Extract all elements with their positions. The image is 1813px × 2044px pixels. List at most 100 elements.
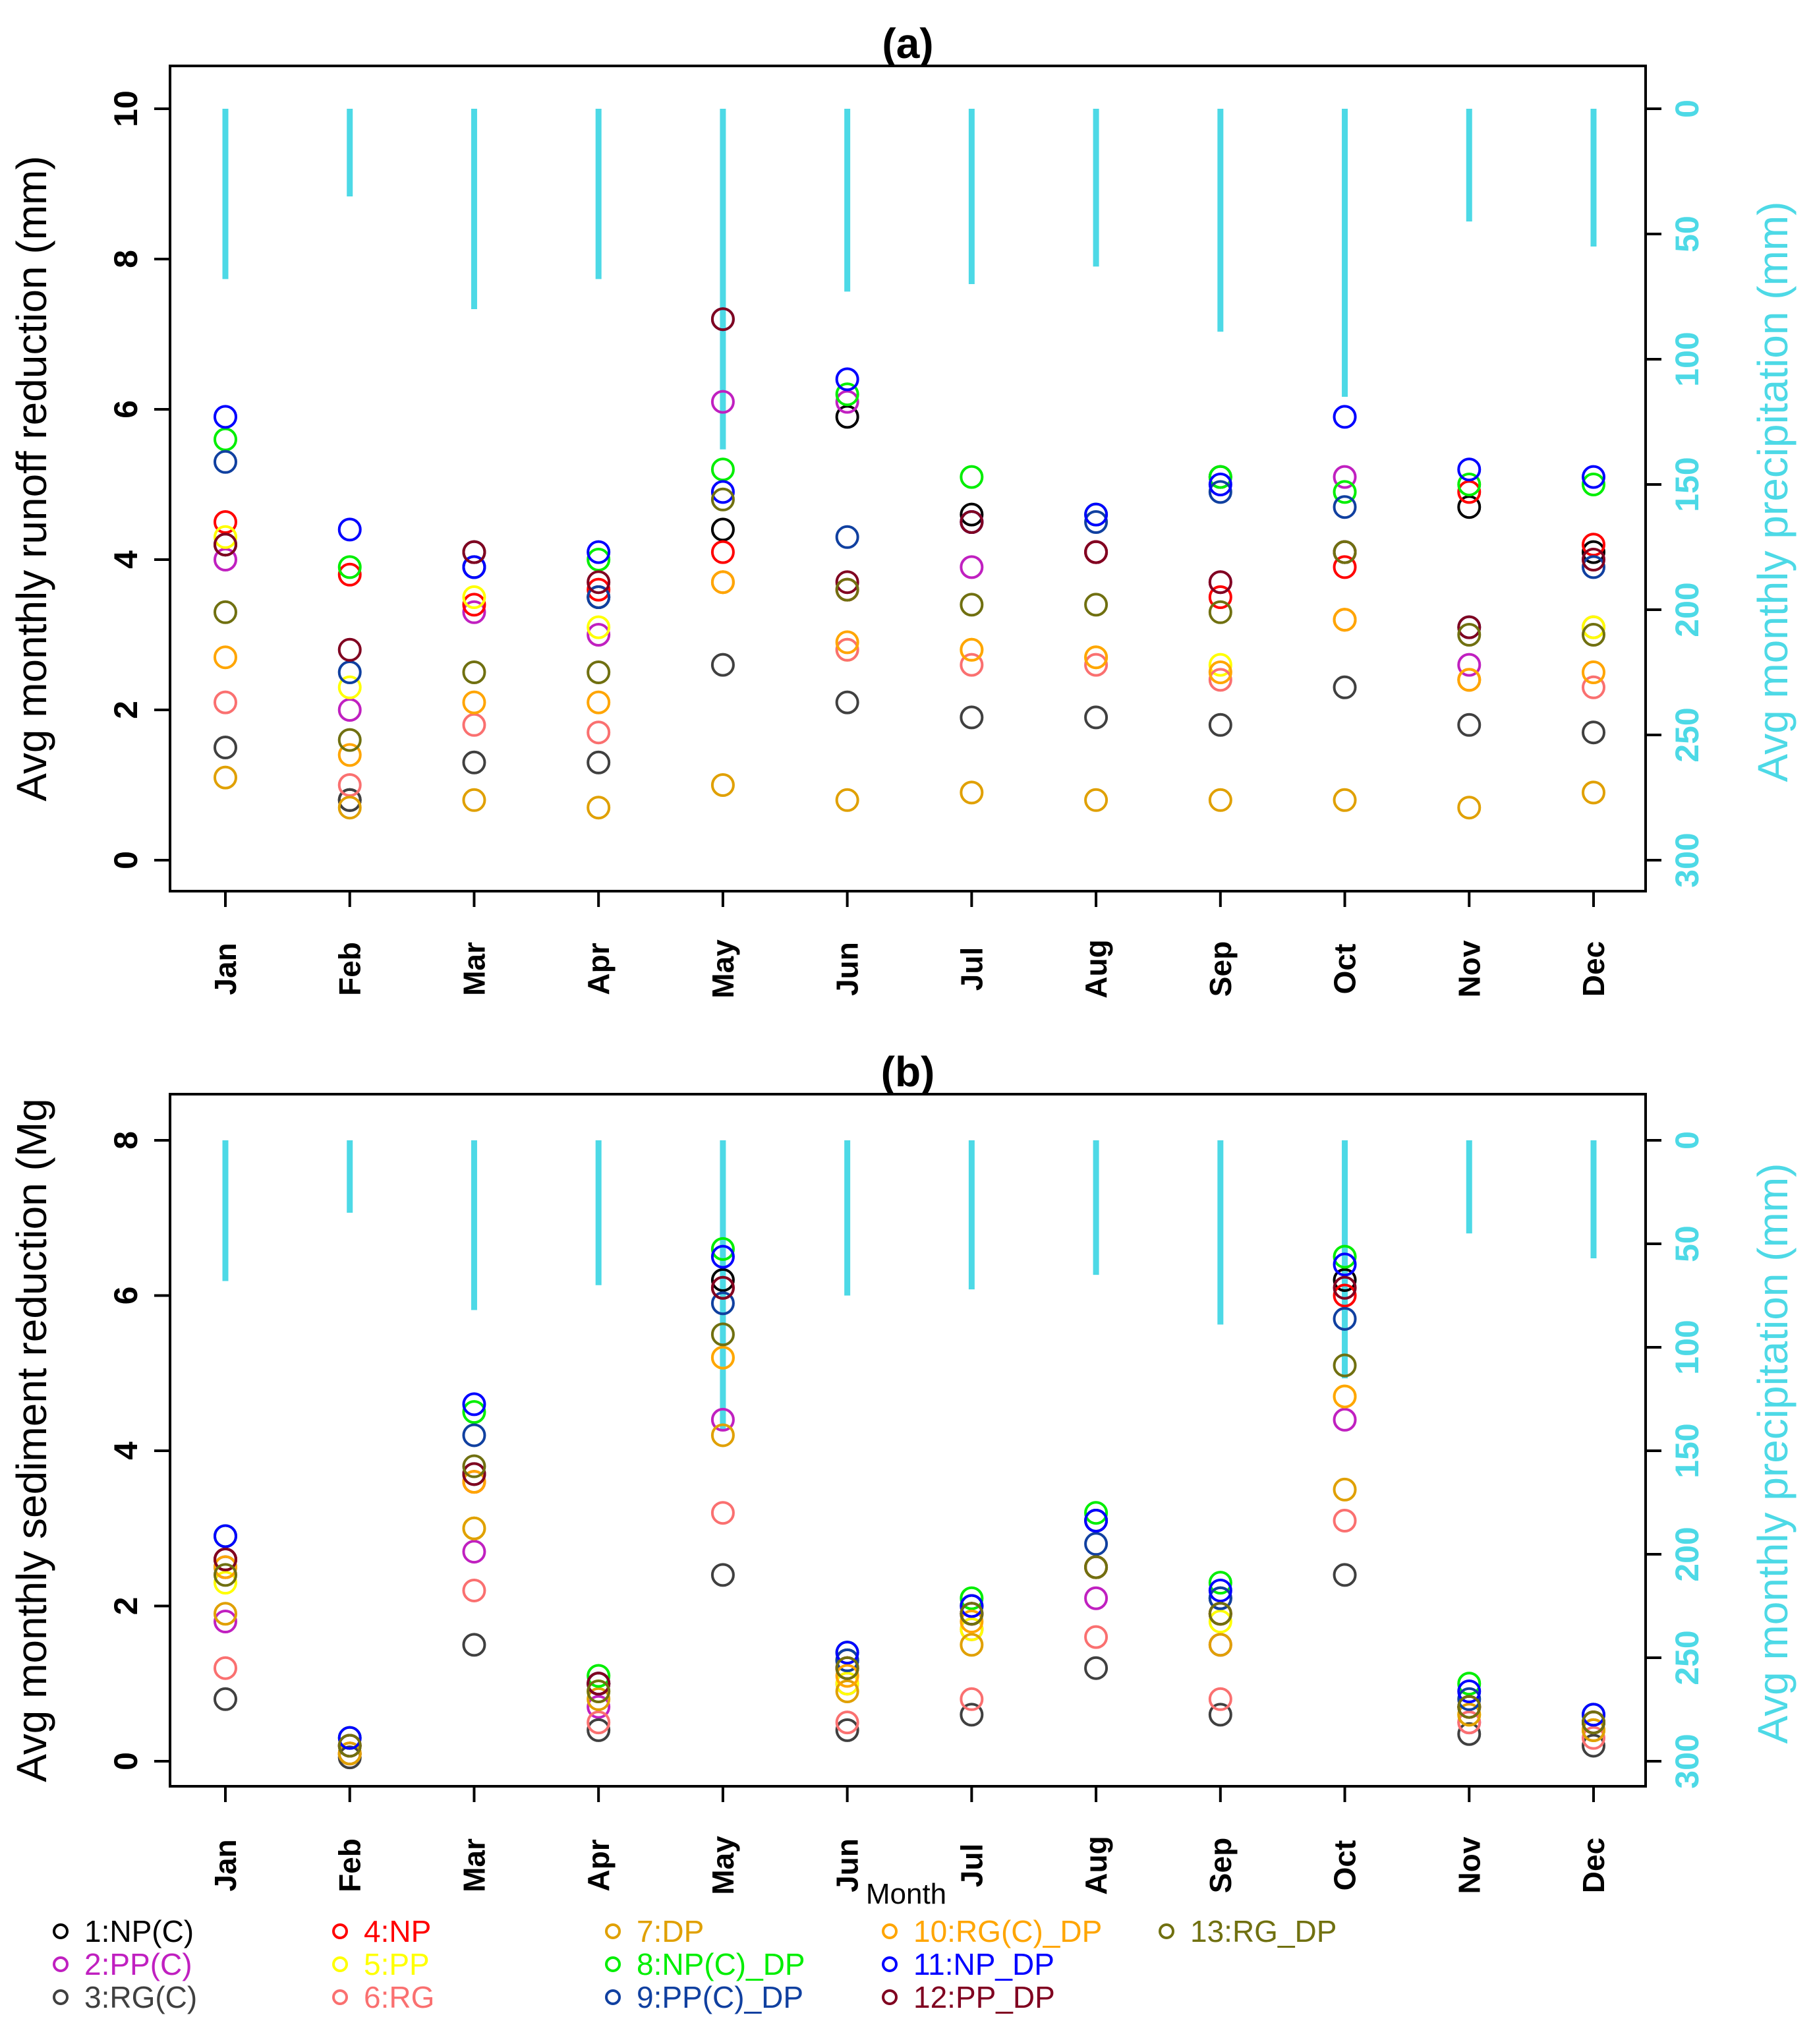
legend-marker [882, 1989, 898, 2005]
y-tick-label: 8 [107, 250, 144, 268]
data-point [1333, 495, 1357, 519]
data-point [214, 1571, 237, 1595]
data-point [710, 1563, 735, 1587]
data-point [710, 1244, 735, 1269]
data-point [960, 637, 984, 662]
x-tick-label: Jun [830, 942, 865, 996]
legend-label: 11:NP_DP [913, 1947, 1054, 1981]
legend-marker [53, 1956, 69, 1972]
data-point [1084, 1508, 1108, 1533]
legend-label: 2:PP(C) [84, 1947, 192, 1981]
data-point [960, 502, 984, 527]
data-point [214, 736, 237, 759]
x-tick-label: Jul [954, 947, 989, 991]
legend-label: 4:NP [364, 1914, 431, 1948]
data-point [1582, 1710, 1605, 1735]
data-point [1208, 1578, 1232, 1602]
x-tick-label: Sep [1203, 941, 1238, 997]
data-point [1333, 1283, 1357, 1308]
data-point [214, 1610, 237, 1634]
data-point [1208, 668, 1232, 692]
data-point [960, 1602, 984, 1626]
legend-label: 6:RG [364, 1980, 434, 2014]
data-point [337, 1726, 362, 1750]
data-point [587, 1672, 611, 1696]
data-point [1582, 540, 1605, 564]
y-right-tick-label: 250 [1669, 707, 1706, 762]
data-point [1457, 1695, 1482, 1719]
x-tick-label: Nov [1452, 940, 1486, 997]
data-point [710, 653, 735, 677]
data-point [462, 1462, 486, 1486]
data-point [462, 750, 486, 774]
data-point [214, 525, 237, 549]
data-point [1333, 675, 1357, 699]
data-point [337, 555, 362, 579]
data-point [337, 637, 362, 662]
data-point [1457, 653, 1482, 677]
data-point [1333, 1508, 1357, 1533]
legend-marker [53, 1923, 69, 1939]
x-tick-label: Sep [1203, 1838, 1238, 1893]
y-tick-label: 4 [107, 1442, 144, 1460]
y-axis-label: Avg monthly runoff reduction (mm) [8, 156, 55, 801]
data-point [710, 1275, 735, 1300]
data-point [1582, 615, 1605, 639]
y-right-axis-label: Avg monthly precipitation (mm) [1749, 202, 1797, 782]
data-point [1457, 480, 1482, 504]
data-point [835, 570, 859, 595]
data-point [710, 307, 735, 332]
data-point [710, 773, 735, 797]
data-point [960, 510, 984, 534]
data-point [835, 1679, 859, 1704]
data-point [587, 1695, 611, 1719]
data-point [337, 517, 362, 542]
data-point [214, 1563, 237, 1587]
data-point [1084, 788, 1108, 812]
y-right-tick-label: 150 [1669, 1423, 1706, 1478]
y-right-tick-label: 0 [1669, 1131, 1706, 1150]
data-point [337, 562, 362, 587]
data-point [835, 405, 859, 429]
data-point [587, 585, 611, 609]
data-point [462, 600, 486, 624]
data-point [462, 1633, 486, 1657]
data-point [214, 1602, 237, 1626]
data-point [1333, 608, 1357, 632]
data-point [710, 390, 735, 414]
data-point [1333, 555, 1357, 579]
data-point [1457, 1687, 1482, 1711]
data-point [1333, 465, 1357, 489]
data-point [587, 1687, 611, 1711]
data-point [337, 660, 362, 684]
data-point [337, 743, 362, 767]
data-point [462, 690, 486, 715]
data-point [337, 796, 362, 820]
x-tick-label: Oct [1328, 1840, 1362, 1891]
data-point [587, 577, 611, 602]
data-point [1084, 645, 1108, 670]
data-point [1208, 1571, 1232, 1595]
data-point [1208, 788, 1232, 812]
data-point [835, 1648, 859, 1672]
data-point [1084, 1532, 1108, 1556]
data-point [1457, 1672, 1482, 1696]
data-point [1084, 1586, 1108, 1610]
data-point [835, 788, 859, 812]
y-tick-label: 0 [107, 1752, 144, 1770]
data-point [1582, 660, 1605, 684]
data-point [1457, 668, 1482, 692]
data-point [1457, 615, 1482, 639]
data-point [1582, 675, 1605, 699]
data-point [1457, 1703, 1482, 1727]
x-tick-label: Mar [457, 942, 491, 996]
x-tick-label: Jun [830, 1838, 865, 1892]
data-point [1208, 570, 1232, 595]
data-point [214, 645, 237, 670]
data-point [337, 773, 362, 797]
legend-label: 1:NP(C) [84, 1914, 194, 1948]
data-point [960, 780, 984, 805]
y-tick-label: 2 [107, 701, 144, 719]
data-point [462, 660, 486, 684]
